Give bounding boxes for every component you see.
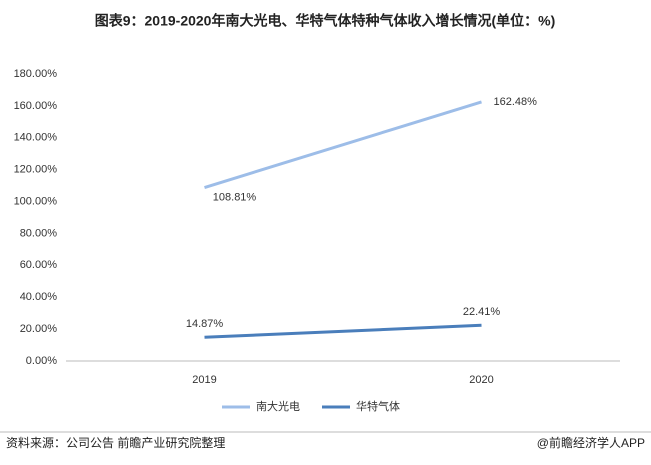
legend-label: 华特气体: [356, 399, 400, 413]
y-tick-label: 140.00%: [14, 132, 58, 144]
y-tick-label: 160.00%: [14, 100, 58, 112]
series-line: [204, 100, 482, 189]
credit: @前瞻经济学人APP: [537, 435, 645, 450]
series-line: [204, 323, 482, 339]
y-tick-label: 0.00%: [26, 355, 57, 367]
data-label: 162.48%: [494, 96, 538, 108]
y-tick-label: 120.00%: [14, 164, 58, 176]
legend-label: 南大光电: [256, 399, 300, 413]
y-tick-label: 80.00%: [20, 227, 58, 239]
source: 资料来源：公司公告 前瞻产业研究院整理: [6, 435, 225, 450]
y-tick-label: 100.00%: [14, 195, 58, 207]
data-label: 22.41%: [463, 306, 501, 318]
x-tick-label: 2019: [192, 374, 216, 386]
y-tick-label: 60.00%: [20, 259, 58, 271]
data-label: 108.81%: [213, 191, 257, 203]
y-tick-label: 180.00%: [14, 68, 58, 80]
chart-title: 图表9：2019-2020年南大光电、华特气体特种气体收入增长情况(单位：%): [95, 13, 556, 29]
y-tick-label: 40.00%: [20, 291, 58, 303]
data-label: 14.87%: [186, 318, 224, 330]
y-tick-label: 20.00%: [20, 323, 58, 335]
x-tick-label: 2020: [469, 374, 493, 386]
